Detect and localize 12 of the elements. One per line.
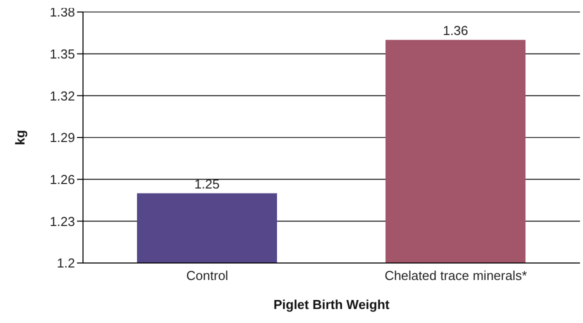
y-axis-title: kg bbox=[12, 130, 28, 146]
x-tick-label: Control bbox=[186, 268, 228, 284]
x-axis-title: Piglet Birth Weight bbox=[273, 297, 390, 312]
y-tick-label: 1.32 bbox=[50, 88, 75, 104]
y-tick-label: 1.23 bbox=[50, 214, 75, 229]
y-tick-label: 1.35 bbox=[50, 46, 75, 62]
data-label: 1.25 bbox=[194, 176, 220, 192]
y-tick-label: 1.26 bbox=[50, 172, 75, 187]
y-tick-label: 1.29 bbox=[50, 130, 75, 146]
data-label: 1.36 bbox=[442, 22, 468, 38]
y-tick-label: 1.2 bbox=[56, 256, 75, 271]
x-tick-label: Chelated trace minerals* bbox=[384, 268, 527, 284]
